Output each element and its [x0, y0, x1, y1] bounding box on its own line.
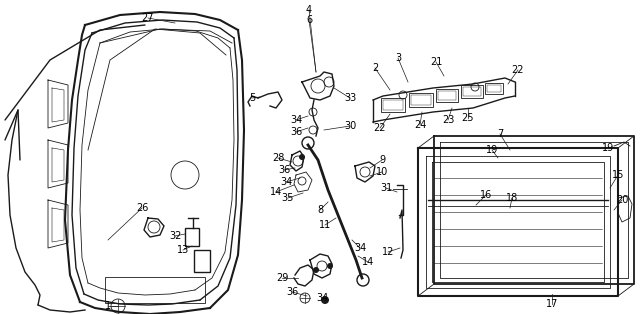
Text: 8: 8	[317, 205, 323, 215]
Text: 20: 20	[616, 195, 628, 205]
Circle shape	[299, 154, 305, 160]
Text: 12: 12	[382, 247, 394, 257]
Text: 6: 6	[306, 15, 312, 25]
Circle shape	[327, 263, 333, 269]
Text: 16: 16	[480, 190, 492, 200]
Text: 14: 14	[270, 187, 282, 197]
Text: 1: 1	[105, 301, 111, 311]
Text: 36: 36	[286, 287, 298, 297]
Circle shape	[321, 296, 329, 304]
Text: 22: 22	[512, 65, 524, 75]
Text: 17: 17	[546, 299, 558, 309]
Text: 10: 10	[376, 167, 388, 177]
Text: 25: 25	[461, 113, 474, 123]
Text: 27: 27	[141, 13, 154, 23]
Text: 15: 15	[612, 170, 624, 180]
Text: 26: 26	[136, 203, 148, 213]
Text: 2: 2	[372, 63, 378, 73]
Text: 7: 7	[497, 129, 503, 139]
Text: 19: 19	[486, 145, 498, 155]
Circle shape	[313, 267, 319, 273]
Text: 29: 29	[276, 273, 288, 283]
Text: 5: 5	[249, 93, 255, 103]
Text: 33: 33	[344, 93, 356, 103]
Text: 34: 34	[280, 177, 292, 187]
Text: 22: 22	[374, 123, 387, 133]
Text: 31: 31	[380, 183, 392, 193]
Text: 9: 9	[379, 155, 385, 165]
Text: 28: 28	[272, 153, 284, 163]
Text: 3: 3	[395, 53, 401, 63]
Text: 21: 21	[430, 57, 442, 67]
Text: 13: 13	[177, 245, 189, 255]
Text: 32: 32	[169, 231, 181, 241]
Text: 11: 11	[319, 220, 331, 230]
Text: 30: 30	[344, 121, 356, 131]
Text: 18: 18	[506, 193, 518, 203]
Text: 19: 19	[602, 143, 614, 153]
Text: 34: 34	[316, 293, 328, 303]
Text: 34: 34	[290, 115, 302, 125]
Text: 14: 14	[362, 257, 374, 267]
Text: 34: 34	[354, 243, 366, 253]
Text: 36: 36	[290, 127, 302, 137]
Text: 35: 35	[282, 193, 294, 203]
Text: 4: 4	[306, 5, 312, 15]
Text: 36: 36	[278, 165, 290, 175]
Text: 23: 23	[442, 115, 454, 125]
Text: 24: 24	[414, 120, 426, 130]
